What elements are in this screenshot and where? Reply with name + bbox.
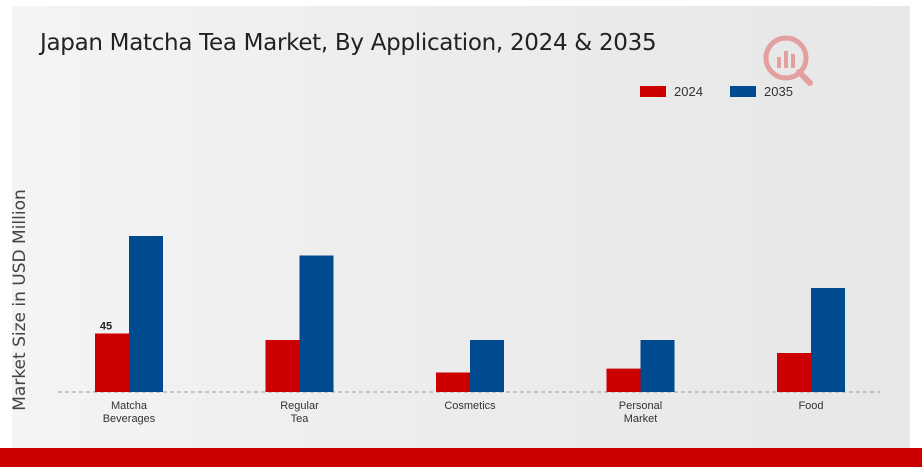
bar-2035-0 [129, 236, 163, 392]
data-label: 45 [100, 321, 112, 333]
bar-2024-0 [95, 333, 129, 392]
x-tick-labels: Matcha Beverages Regular Tea Cosmetics Person… [103, 400, 824, 425]
legend-item-2035: 2035 [730, 84, 793, 99]
bar-2024-3 [606, 368, 641, 392]
chart-title: Japan Matcha Tea Market, By Application,… [40, 30, 657, 56]
legend-label-2024: 2024 [674, 84, 703, 99]
x-tick-label: Personal Market [619, 400, 662, 425]
x-tick-label: Matcha Beverages [103, 400, 156, 425]
bar-2024-4 [777, 353, 811, 392]
data-labels: 45 [100, 321, 112, 333]
legend-swatch-2035 [730, 86, 756, 97]
x-tick-label: Regular Tea [280, 400, 319, 425]
bar-2024-2 [436, 372, 470, 392]
bar-2035-1 [299, 255, 334, 392]
x-tick-label: Cosmetics [444, 400, 496, 412]
legend-item-2024: 2024 [640, 84, 703, 99]
bars-group [95, 236, 845, 392]
x-tick-label: Food [798, 400, 823, 412]
brand-logo-icon [758, 30, 818, 95]
legend-swatch-2024 [640, 86, 666, 97]
bar-2035-3 [640, 340, 675, 392]
footer-bar [0, 448, 922, 467]
bar-2035-2 [470, 340, 504, 392]
bar-2024-1 [265, 340, 300, 392]
legend-label-2035: 2035 [764, 84, 793, 99]
bar-2035-4 [811, 288, 845, 392]
